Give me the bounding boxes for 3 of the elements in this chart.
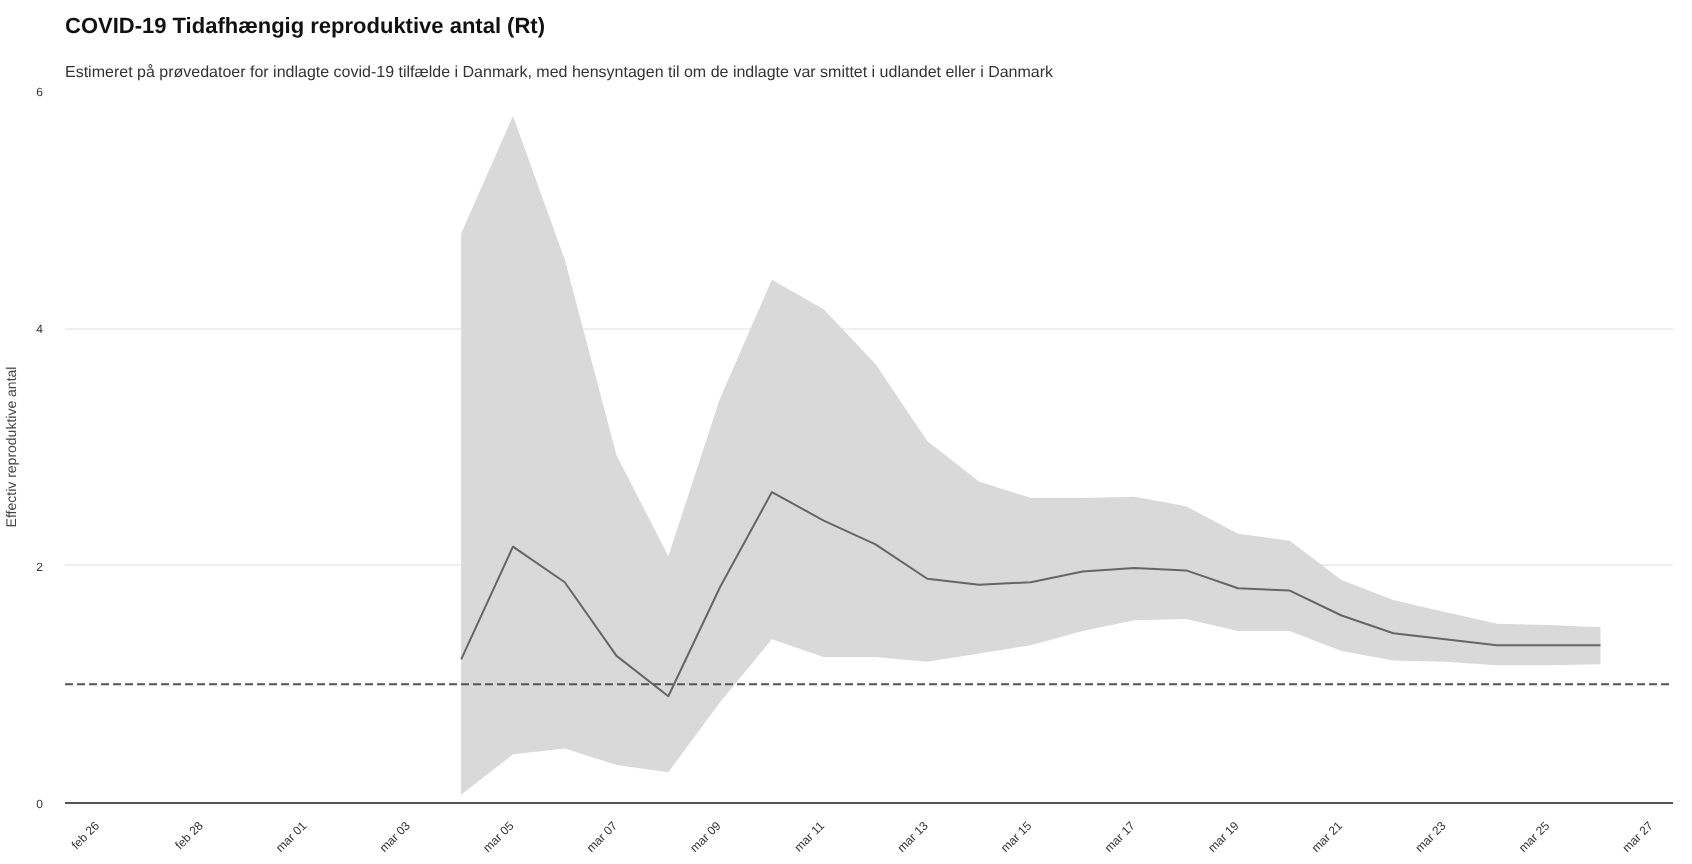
chart-subtitle: Estimeret på prøvedatoer for indlagte covid-19 tilfælde i Danmark, med hensyntagen til om de indlagte var smittet i udlandet eller i Danmark (65, 63, 1056, 81)
chart-title: COVID-19 Tidafhængig reproduktive antal (Rt) (65, 15, 546, 39)
line-series (460, 491, 1602, 698)
